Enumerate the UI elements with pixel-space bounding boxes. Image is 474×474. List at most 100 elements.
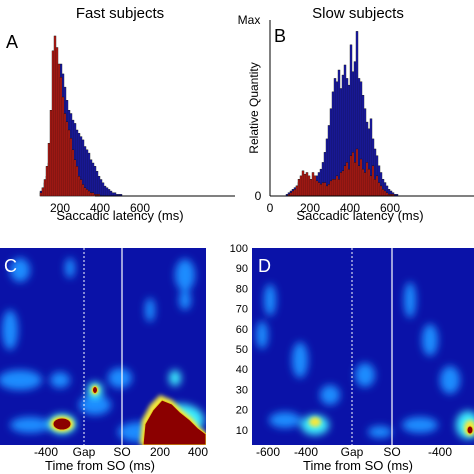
panel-b-red-bar — [359, 158, 363, 197]
panel-a-red-bar — [47, 142, 51, 197]
panel-a-blue-bar — [109, 190, 113, 197]
panel-a-red-bar — [51, 50, 55, 197]
panel-b-red-bar — [375, 175, 379, 197]
panel-a-blue-bar — [93, 166, 97, 197]
panel-b-red-bar — [327, 184, 331, 197]
panel-d-label: D — [258, 256, 271, 276]
panel-a-title: Fast subjects — [76, 5, 164, 22]
panel-a-red-bar — [83, 187, 87, 197]
panel-d-y-tick-label: 100 — [230, 243, 248, 255]
panel-a-red-bar — [63, 113, 67, 197]
panel-d-x-tick-label: -400 — [294, 445, 318, 459]
panel-a-blue-bar — [105, 187, 109, 197]
panel-b-red-bar — [333, 178, 337, 197]
panel-b-red-bar — [341, 170, 345, 197]
panel-b-red-bar — [357, 165, 361, 197]
panel-c-x-tick-label: Gap — [73, 445, 96, 459]
panel-a-x-ticks: 200 400 600 — [50, 201, 150, 215]
panel-d-xlabel: Time from SO (ms) — [303, 458, 413, 473]
panel-a-x-tick-label: 200 — [50, 201, 70, 215]
panel-b-red-bar — [299, 175, 303, 197]
panel-c-label: C — [4, 256, 17, 276]
panel-a-blue-bar — [103, 185, 107, 197]
panel-b-red-bar — [293, 189, 297, 197]
panel-b-red-bar — [313, 175, 317, 197]
panel-d-heatmap — [252, 248, 474, 445]
panel-a-red-bar — [55, 47, 59, 197]
panel-a-red-bar — [65, 121, 69, 197]
panel-d-y-tick-label: 40 — [236, 364, 248, 376]
panel-b-x-tick-label: 0 — [267, 201, 274, 215]
panel-b-red-bar — [339, 172, 343, 197]
panel-b-red-bar — [303, 173, 307, 197]
panel-b-red-bar — [367, 168, 371, 197]
panel-a-red-bar — [57, 63, 61, 197]
panel-b-title: Slow subjects — [312, 5, 404, 22]
panel-b-red-bar — [317, 182, 321, 197]
panel-d-x-tick-label: SO — [383, 445, 400, 459]
panel-b-red-bar — [325, 185, 329, 197]
panel-b-red-bar — [381, 189, 385, 197]
panel-a-blue-bar — [91, 162, 95, 197]
panel-c-x-tick-label: 400 — [188, 445, 208, 459]
panel-a-red-bar — [85, 189, 89, 197]
panel-a-red-bar — [53, 35, 57, 197]
panel-d-y-tick-label: 70 — [236, 304, 248, 316]
panel-a-blue-bar — [107, 189, 111, 197]
panel-a-red-bar — [43, 179, 47, 197]
panel-a-red-bar — [91, 192, 95, 197]
panel-c-heatmap — [0, 248, 206, 445]
panel-a-x-tick-label: 400 — [90, 201, 110, 215]
panel-a: Fast subjects A 200 400 600 Saccadic laten… — [6, 5, 235, 223]
panel-b-red-bar — [307, 175, 311, 197]
panel-a-blue-bar — [101, 182, 105, 197]
panel-b-red-bar — [353, 162, 357, 197]
panel-b-x-tick-label: 600 — [380, 201, 400, 215]
panel-d-y-tick-label: 10 — [236, 425, 248, 437]
panel-b-red-bar — [301, 170, 305, 197]
panel-d-blobs — [256, 282, 474, 439]
panel-b-label: B — [274, 26, 286, 46]
panel-a-red-bar — [69, 138, 73, 197]
panel-b-red-bar — [379, 185, 383, 197]
panel-b-red-bar — [337, 178, 341, 197]
panel-d-x-ticks: -600 -400 Gap SO -400 — [256, 445, 452, 459]
panel-b-red-bar — [363, 172, 367, 197]
panel-a-red-bar — [87, 190, 91, 197]
panel-d-y-tick-label: 20 — [236, 405, 248, 417]
panel-a-blue-bar — [97, 175, 101, 197]
panel-b: Slow subjects B Max 0 Relative Quantity … — [238, 5, 474, 223]
panel-d-y-tick-label: 30 — [236, 384, 248, 396]
panel-a-blue-bar — [87, 152, 91, 197]
panel-d-y-tick-label: 80 — [236, 283, 248, 295]
panel-a-x-tick-label: 600 — [130, 201, 150, 215]
panel-b-red-bar — [331, 178, 335, 197]
panel-b-red-bar — [365, 162, 369, 197]
panel-b-red-bar — [305, 172, 309, 197]
panel-a-red-bar — [61, 96, 65, 197]
panel-a-red-bar — [49, 109, 53, 197]
panel-c-x-ticks: -400 Gap SO 200 400 — [34, 445, 208, 459]
panel-d-y-tick-label: 60 — [236, 324, 248, 336]
panel-b-red-bar — [315, 180, 319, 197]
panel-a-red-bar — [77, 175, 81, 197]
panel-c-hotspot-1 — [52, 417, 72, 431]
panel-a-red-bar — [59, 76, 63, 197]
panel-b-red-bar — [349, 155, 353, 197]
panel-b-xlabel: Saccadic latency (ms) — [296, 208, 423, 223]
panel-c-hotspot-2 — [92, 386, 98, 394]
panel-b-red-bar — [329, 180, 333, 197]
panel-b-red-bar — [351, 152, 355, 197]
panel-a-red-bar — [39, 192, 43, 197]
panel-b-red-bar — [289, 192, 293, 197]
panel-d-x-tick-label: -600 — [256, 445, 280, 459]
panel-b-blue-bar — [337, 69, 341, 197]
panel-d-y-tick-label: 50 — [236, 344, 248, 356]
panel-b-red-bar — [373, 178, 377, 197]
panel-c-x-tick-label: -400 — [34, 445, 58, 459]
panel-a-red-bar — [41, 187, 45, 197]
panel-b-red-bar — [371, 165, 375, 197]
panel-d-y-tick-label: 90 — [236, 263, 248, 275]
panel-b-red-bar — [335, 175, 339, 197]
